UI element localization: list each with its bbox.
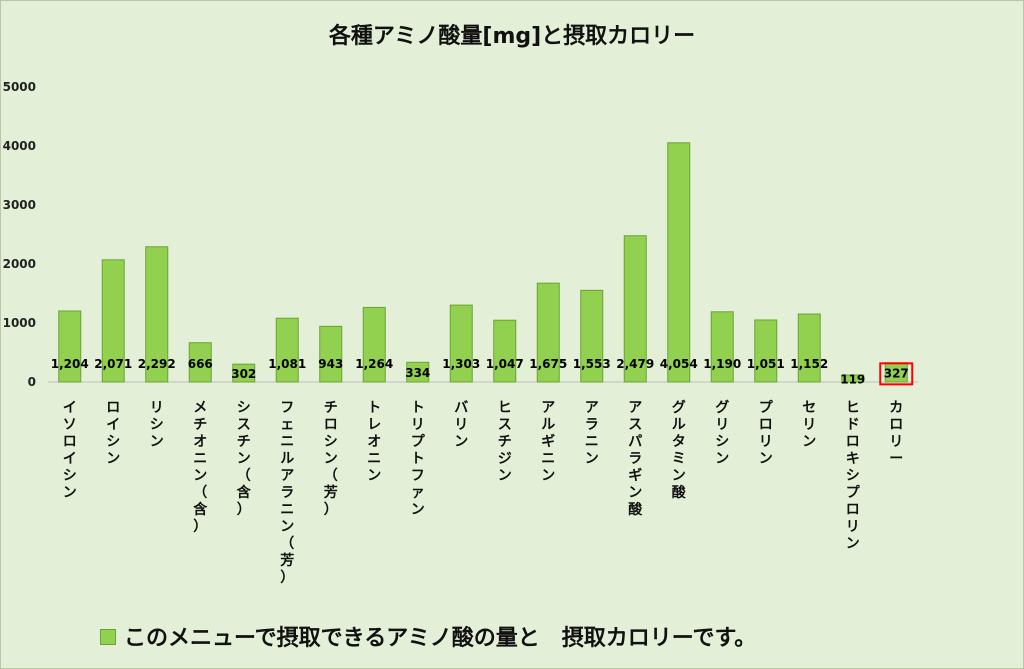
data-label: 1,264	[355, 357, 393, 371]
y-tick-label: 5000	[3, 80, 36, 94]
category-label: フェニルアラニン（芳）	[280, 400, 294, 586]
y-tick-label: 1000	[3, 316, 36, 330]
category-label: ロイシン	[106, 400, 120, 467]
category-label: バリン	[454, 400, 468, 450]
data-label: 666	[188, 357, 213, 371]
bar	[536, 282, 560, 383]
data-label: 327	[884, 366, 909, 380]
highlight-box	[879, 362, 914, 386]
category-label: シスチン（含）	[237, 400, 252, 518]
category-label: リシン	[150, 400, 164, 450]
y-tick-label: 3000	[3, 198, 36, 212]
data-label: 1,303	[442, 357, 480, 371]
bar	[406, 361, 430, 383]
bar	[710, 311, 734, 383]
bar	[232, 363, 256, 383]
data-label: 1,047	[486, 357, 524, 371]
data-label: 119	[840, 372, 865, 386]
legend: このメニューで摂取できるアミノ酸の量と 摂取カロリーです。	[100, 620, 1000, 652]
data-label: 1,190	[703, 357, 741, 371]
bar	[493, 319, 517, 383]
data-label: 4,054	[660, 357, 698, 371]
bar	[580, 289, 604, 383]
data-label: 2,071	[94, 357, 132, 371]
chart-title: 各種アミノ酸量[mg]と摂取カロリー	[328, 24, 696, 49]
data-label: 1,051	[747, 357, 785, 371]
data-label: 334	[405, 366, 430, 380]
bar	[841, 374, 865, 383]
category-label: グリシン	[715, 399, 729, 467]
bar	[275, 317, 299, 383]
category-label: ヒスチジン	[498, 400, 512, 484]
y-tick-label: 2000	[3, 257, 36, 271]
category-label: グルタミン酸	[672, 399, 687, 501]
data-label: 2,479	[616, 357, 654, 371]
data-label: 1,553	[573, 357, 611, 371]
bar	[362, 306, 386, 383]
category-label: セリン	[802, 400, 816, 450]
bar	[101, 259, 125, 383]
category-label: プロリン	[759, 400, 774, 467]
category-label: トレオニン	[367, 400, 381, 484]
bar	[797, 313, 821, 383]
data-label: 943	[318, 357, 343, 371]
data-label: 2,292	[138, 357, 176, 371]
bar	[145, 246, 169, 383]
data-label: 1,675	[529, 357, 567, 371]
y-tick-label: 4000	[3, 139, 36, 153]
bar	[754, 319, 778, 383]
legend-swatch	[100, 629, 116, 645]
category-label: イソロイシン	[63, 400, 77, 501]
category-label: ヒドロキシプロリン	[846, 400, 861, 552]
data-label: 1,081	[268, 357, 306, 371]
bar	[667, 142, 691, 383]
y-tick-label: 0	[28, 375, 36, 389]
category-label: アラニン	[585, 400, 599, 467]
bar	[188, 342, 212, 383]
category-label: アスパラギン酸	[628, 400, 643, 518]
legend-entry: このメニューで摂取できるアミノ酸の量と 摂取カロリーです。	[124, 626, 757, 651]
bar	[449, 304, 473, 383]
category-label: メチオニン（含）	[193, 400, 208, 535]
data-label: 1,204	[51, 357, 89, 371]
data-label: 1,152	[790, 357, 828, 371]
data-label: 302	[231, 367, 256, 381]
category-label: カロリー	[889, 400, 903, 467]
category-label: トリプトファン	[411, 400, 426, 518]
bar	[623, 235, 647, 383]
category-label: チロシン（芳）	[324, 400, 338, 518]
bar	[58, 310, 82, 383]
category-label: アルギニン	[541, 400, 555, 484]
bar	[319, 325, 343, 383]
